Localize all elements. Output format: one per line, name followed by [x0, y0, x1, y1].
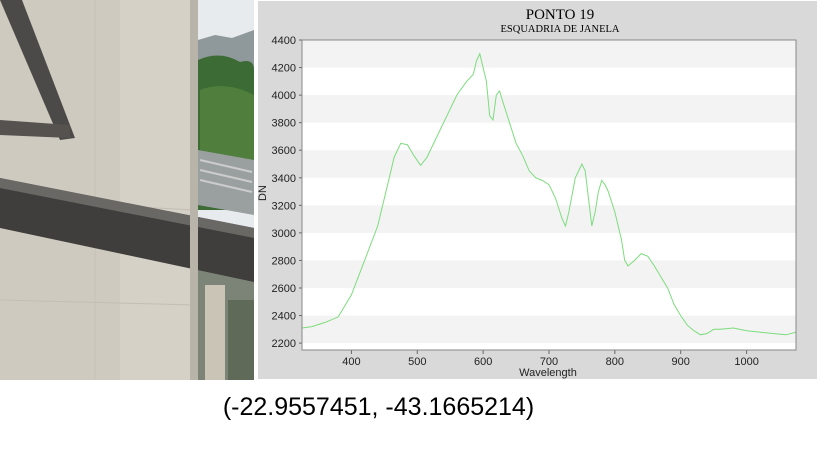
y-tick-label: 3600 [272, 145, 296, 157]
building-window-photo [0, 0, 254, 380]
grid-band [302, 150, 796, 178]
chart-panel: PONTO 19 ESQUADRIA DE JANELA 2200 2400 260… [258, 1, 817, 379]
y-tick-label: 3200 [272, 200, 296, 212]
y-axis-ticks: 2200 2400 2600 2800 3000 3200 3400 3600 3800 4000… [272, 35, 302, 350]
chart-subtitle: ESQUADRIA DE JANELA [501, 24, 620, 35]
x-tick-label: 500 [408, 356, 426, 368]
grid-band [302, 95, 796, 123]
plot-frame [301, 39, 797, 351]
y-axis-label: DN [258, 185, 269, 201]
y-tick-label: 2200 [272, 338, 296, 350]
y-tick-label: 2400 [272, 311, 296, 323]
y-tick-label: 4400 [272, 35, 296, 47]
x-tick-label: 400 [342, 356, 360, 368]
plot-area [302, 40, 796, 350]
x-tick-label: 800 [606, 356, 624, 368]
y-tick-label: 3400 [272, 173, 296, 185]
grid-band [302, 260, 796, 288]
plot-background [302, 40, 796, 350]
x-axis-ticks: 400 500 600 700 800 900 1000 [342, 350, 759, 368]
y-tick-label: 4200 [272, 63, 296, 75]
x-axis-label: Wavelength [519, 367, 577, 379]
x-tick-label: 1000 [734, 356, 758, 368]
grid-band [302, 205, 796, 233]
y-tick-label: 2800 [272, 255, 296, 267]
y-tick-label: 3000 [272, 228, 296, 240]
chart-title: PONTO 19 [526, 7, 594, 23]
coordinates-caption: (-22.9557451, -43.1665214) [222, 393, 535, 421]
photo-illustration [0, 0, 254, 380]
y-tick-label: 4000 [272, 90, 296, 102]
x-tick-label: 600 [474, 356, 492, 368]
series-line [301, 52, 797, 336]
spectrum-chart: PONTO 19 ESQUADRIA DE JANELA 2200 2400 260… [258, 7, 797, 379]
x-tick-label: 700 [540, 356, 558, 368]
x-tick-label: 900 [672, 356, 690, 368]
y-tick-label: 2600 [272, 283, 296, 295]
grid-band [302, 40, 796, 68]
y-tick-label: 3800 [272, 118, 296, 130]
